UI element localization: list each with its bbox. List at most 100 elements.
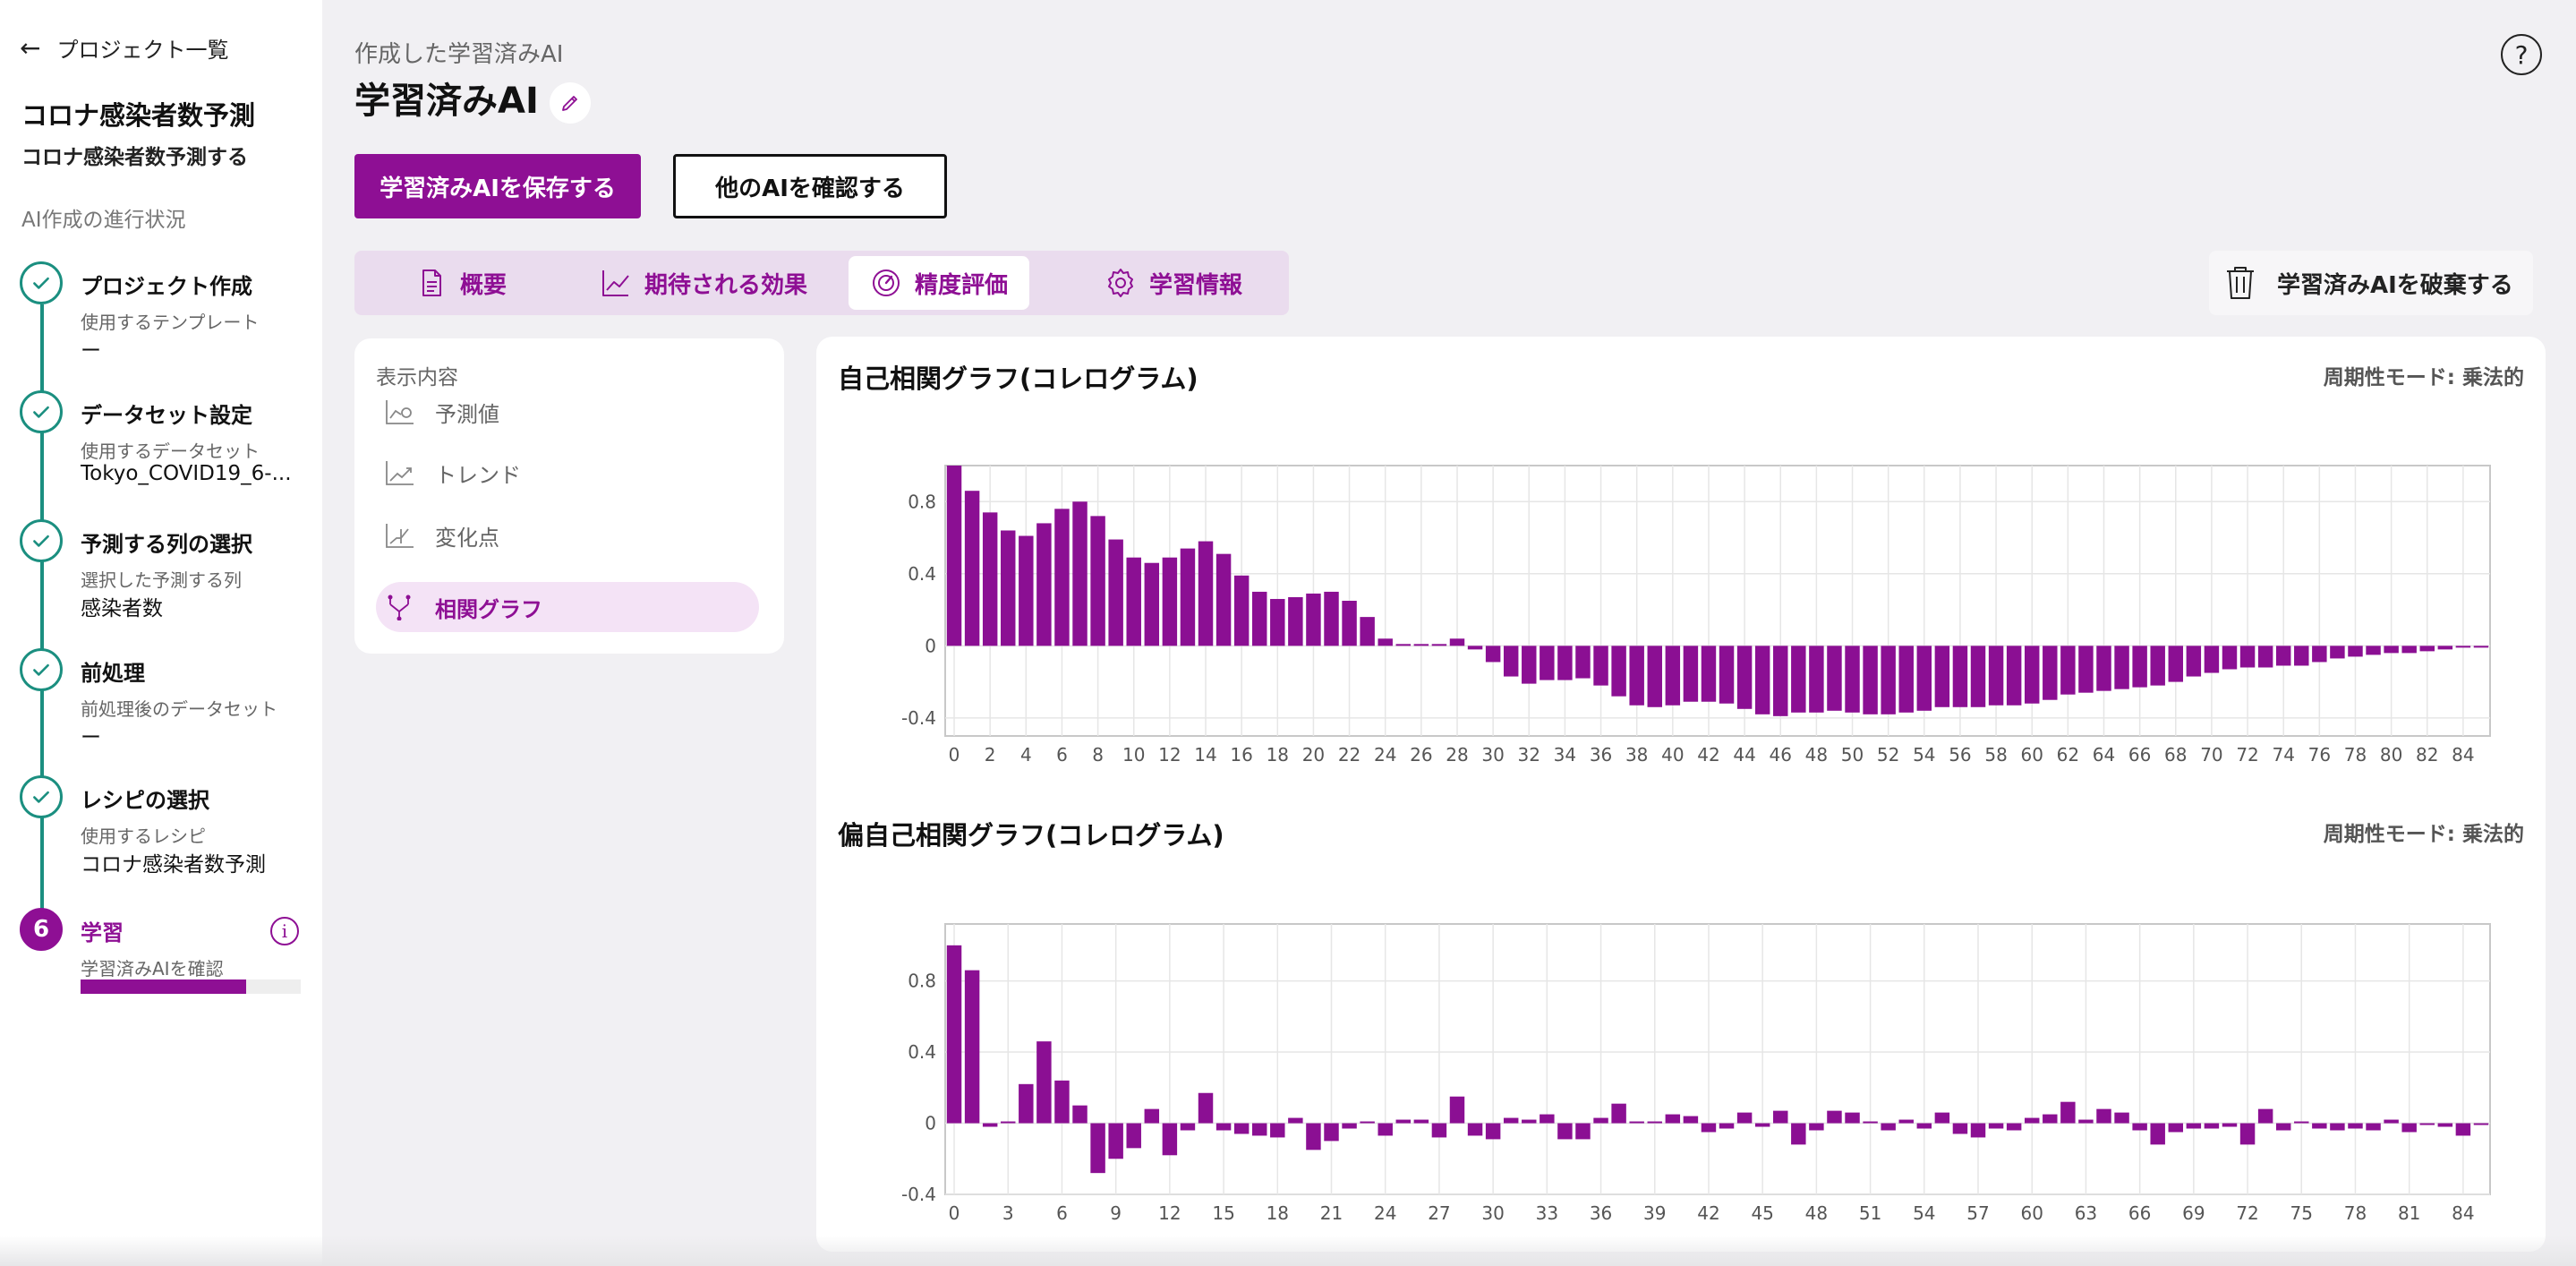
step-value: 感染者数	[81, 597, 163, 620]
pacf-bar	[2222, 1123, 2238, 1127]
pacf-bar	[2312, 1123, 2327, 1129]
step-number-badge: 6	[20, 908, 63, 951]
display-content-panel: 表示内容 予測値 トレンド 変化点 相関グラフ	[354, 338, 784, 654]
display-item-changepoint[interactable]: 変化点	[376, 510, 759, 560]
info-icon[interactable]: i	[270, 917, 299, 945]
tab-label: 概要	[460, 271, 508, 299]
pacf-x-tick-label: 69	[2182, 1202, 2205, 1224]
pacf-x-tick-label: 84	[2452, 1202, 2474, 1224]
sidebar: ← プロジェクト一覧 コロナ感染者数予測 コロナ感染者数予測する AI作成の進行…	[0, 0, 322, 1266]
tab-label: 精度評価	[915, 271, 1009, 299]
pacf-bar	[1540, 1114, 1555, 1124]
pacf-chart: 0.80.40-0.40 3 6 9 12 15 18 21 24 27 30 33 36 39 42 45 4…	[901, 923, 2491, 1224]
acf-bar	[982, 512, 998, 646]
training-progress-bar	[81, 979, 301, 994]
acf-bar	[2222, 646, 2238, 670]
tab-expected-effect[interactable]: 期待される効果	[578, 256, 829, 310]
acf-bar	[2366, 646, 2381, 655]
pacf-y-tick-label: 0	[925, 1113, 936, 1134]
step-subtitle: 学習済みAIを確認	[81, 958, 224, 979]
pacf-bar	[2455, 1123, 2471, 1136]
acf-bar	[1233, 575, 1250, 646]
help-icon[interactable]: ?	[2501, 34, 2542, 75]
pacf-bar	[1754, 1123, 1770, 1127]
check-icon	[20, 261, 63, 304]
pacf-x-tick-label: 81	[2398, 1202, 2420, 1224]
acf-x-tick-label: 18	[1267, 744, 1289, 766]
acf-bar	[1108, 539, 1123, 646]
pacf-bar	[964, 970, 980, 1124]
pencil-icon[interactable]	[550, 82, 591, 124]
display-item-correlation[interactable]: 相関グラフ	[376, 582, 759, 632]
pacf-x-tick-label: 33	[1536, 1202, 1558, 1224]
acf-bar	[1342, 601, 1357, 646]
acf-bar	[1916, 646, 1932, 711]
pacf-bar	[1593, 1117, 1608, 1124]
step-title: 前処理	[81, 661, 145, 686]
acf-bar	[2312, 646, 2327, 663]
acf-bar	[1522, 646, 1537, 684]
acf-x-tick-label: 16	[1230, 744, 1252, 766]
acf-bar	[1665, 646, 1681, 706]
acf-bar	[2437, 646, 2453, 650]
pacf-x-tick-label: 51	[1859, 1202, 1881, 1224]
step-title: 予測する列の選択	[81, 532, 252, 557]
acf-bar	[2348, 646, 2363, 657]
pacf-bar	[2078, 1119, 2094, 1124]
progress-line	[40, 304, 44, 931]
acf-bar	[1701, 646, 1717, 702]
acf-bar	[1593, 646, 1608, 686]
page-title: 学習済みAI	[354, 81, 539, 122]
pacf-bar	[1306, 1123, 1321, 1151]
acf-bar	[2239, 646, 2256, 668]
acf-bar	[946, 466, 962, 646]
pacf-bar	[1395, 1119, 1412, 1124]
pacf-bar	[1719, 1123, 1735, 1129]
pacf-bar	[2401, 1123, 2417, 1133]
save-model-button[interactable]: 学習済みAIを保存する	[354, 154, 641, 218]
acf-bar	[1144, 562, 1160, 646]
pacf-bar	[2294, 1121, 2309, 1124]
display-item-trend[interactable]: トレンド	[376, 448, 759, 498]
line-chart-icon	[602, 270, 629, 296]
tab-accuracy[interactable]: 精度評価	[849, 256, 1030, 310]
pacf-bar	[1791, 1123, 1806, 1145]
acf-bar	[1934, 646, 1950, 707]
pacf-bar	[1019, 1083, 1034, 1124]
pacf-bar	[1251, 1123, 1267, 1136]
pacf-bar	[1898, 1119, 1914, 1124]
discard-model-button[interactable]: 学習済みAIを破棄する	[2209, 251, 2533, 315]
acf-bar	[1036, 523, 1052, 646]
acf-bar	[2168, 646, 2184, 682]
view-other-models-button[interactable]: 他のAIを確認する	[673, 154, 947, 218]
acf-bar	[1251, 591, 1267, 646]
step-title: レシピの選択	[81, 788, 209, 813]
acf-x-tick-label: 14	[1194, 744, 1216, 766]
pacf-bar	[1090, 1123, 1105, 1174]
acf-bar	[964, 491, 980, 646]
pacf-bar	[1683, 1116, 1699, 1124]
pacf-bar	[1036, 1041, 1052, 1124]
pacf-bar	[1863, 1121, 1878, 1124]
acf-x-tick-label: 72	[2236, 744, 2258, 766]
pacf-bar	[1431, 1123, 1447, 1138]
tab-overview[interactable]: 概要	[394, 256, 528, 310]
pacf-x-tick-label: 27	[1428, 1202, 1450, 1224]
pacf-bar	[1845, 1112, 1860, 1124]
acf-bar	[2330, 646, 2345, 659]
step-title: プロジェクト作成	[81, 274, 252, 299]
tab-label: 期待される効果	[644, 271, 808, 299]
acf-bar	[1288, 596, 1303, 646]
acf-x-tick-label: 32	[1518, 744, 1540, 766]
tab-training-info[interactable]: 学習情報	[1083, 256, 1264, 310]
acf-bar	[1988, 646, 2004, 706]
acf-bar	[2114, 646, 2129, 689]
acf-bar	[2043, 646, 2058, 700]
acf-bar	[1683, 646, 1699, 702]
back-to-projects-link[interactable]: ← プロジェクト一覧	[20, 32, 228, 64]
acf-bar	[2186, 646, 2202, 677]
pacf-bar	[1701, 1123, 1717, 1133]
pacf-x-tick-label: 36	[1590, 1202, 1612, 1224]
acf-bar	[1540, 646, 1555, 680]
display-item-forecast[interactable]: 予測値	[376, 387, 759, 437]
